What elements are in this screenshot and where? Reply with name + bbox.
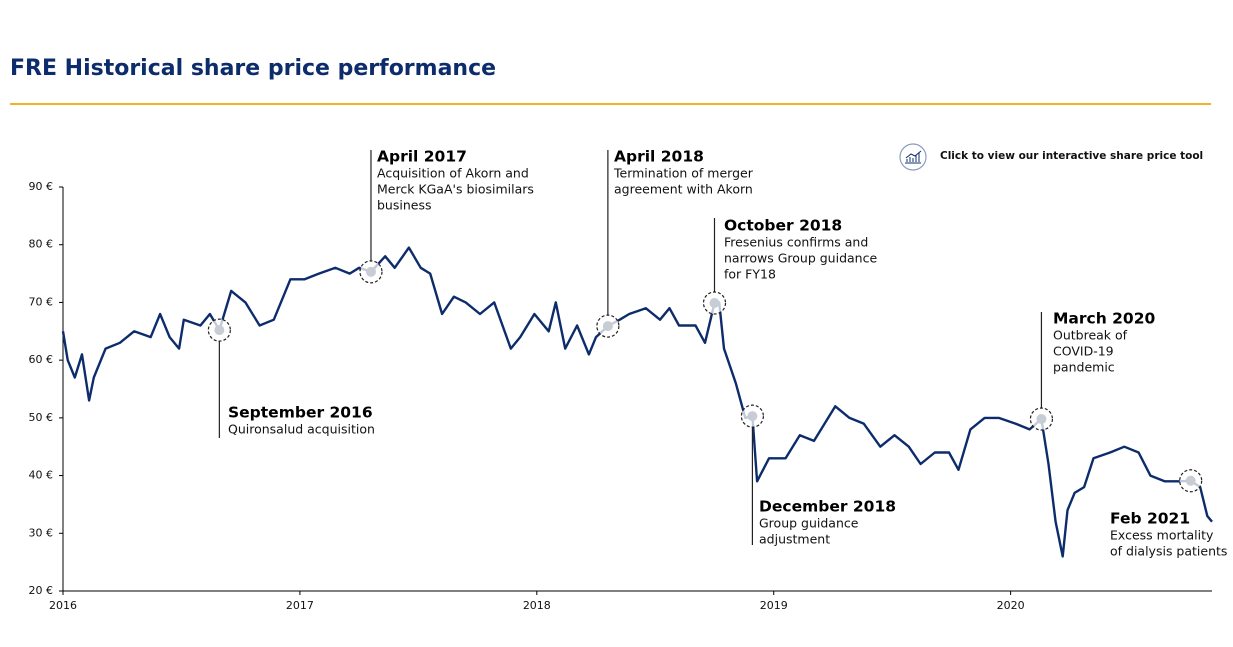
annotation-title: March 2020	[1053, 310, 1156, 328]
y-tick-label: 60 €	[29, 353, 54, 366]
x-tick-label: 2016	[49, 599, 77, 612]
annotation-text: of dialysis patients	[1110, 544, 1227, 559]
share-price-tool-button[interactable]: Click to view our interactive share pric…	[899, 143, 1203, 171]
x-tick-label: 2017	[286, 599, 314, 612]
event-marker-dot	[1036, 414, 1047, 425]
annotation-text: narrows Group guidance	[724, 251, 877, 266]
event-marker-dot	[214, 325, 225, 336]
event-marker-dot	[365, 266, 376, 277]
x-tick-label: 2018	[523, 599, 551, 612]
annotation-text: pandemic	[1053, 360, 1115, 375]
tool-icon	[899, 143, 927, 171]
y-tick-label: 40 €	[29, 469, 54, 482]
annotation-text: Termination of merger	[613, 166, 754, 181]
y-tick-label: 90 €	[29, 180, 54, 193]
annotation-text: business	[377, 198, 431, 213]
tool-icon-glyph	[905, 150, 922, 164]
annotation-text: Outbreak of	[1053, 328, 1128, 343]
event-marker-dot	[747, 411, 758, 422]
x-tick-label: 2019	[760, 599, 788, 612]
event-marker-dot	[602, 321, 613, 332]
annotation-text: adjustment	[759, 532, 830, 547]
y-tick-label: 20 €	[29, 584, 54, 597]
annotation-title: April 2017	[377, 148, 467, 166]
annotation-title: October 2018	[724, 217, 842, 235]
annotation-text: Merck KGaA's biosimilars	[377, 182, 534, 197]
annotation-text: Quironsalud acquisition	[228, 422, 375, 437]
y-tick-label: 30 €	[29, 526, 54, 539]
tool-button-text[interactable]: Click to view our interactive share pric…	[940, 150, 1203, 162]
annotation-title: Feb 2021	[1110, 510, 1190, 528]
y-tick-label: 50 €	[29, 411, 54, 424]
annotation-text: Fresenius confirms and	[724, 235, 868, 250]
x-tick-label: 2020	[997, 599, 1025, 612]
y-tick-label: 80 €	[29, 238, 54, 251]
annotation-text: Group guidance	[759, 516, 859, 531]
price-line	[61, 246, 1213, 558]
chart-title: FRE Historical share price performance	[10, 56, 496, 81]
annotation-title: December 2018	[759, 498, 896, 516]
annotation-title: September 2016	[228, 404, 373, 422]
event-marker-dot	[709, 298, 720, 309]
annotation-text: COVID-19	[1053, 344, 1114, 359]
event-marker-dot	[1185, 475, 1196, 486]
annotation-text: agreement with Akorn	[614, 182, 753, 197]
y-tick-label: 70 €	[29, 295, 54, 308]
annotation-text: Acquisition of Akorn and	[377, 166, 529, 181]
annotation-title: April 2018	[614, 148, 704, 166]
annotation-text: Excess mortality	[1110, 528, 1214, 543]
annotation-text: for FY18	[724, 267, 776, 282]
